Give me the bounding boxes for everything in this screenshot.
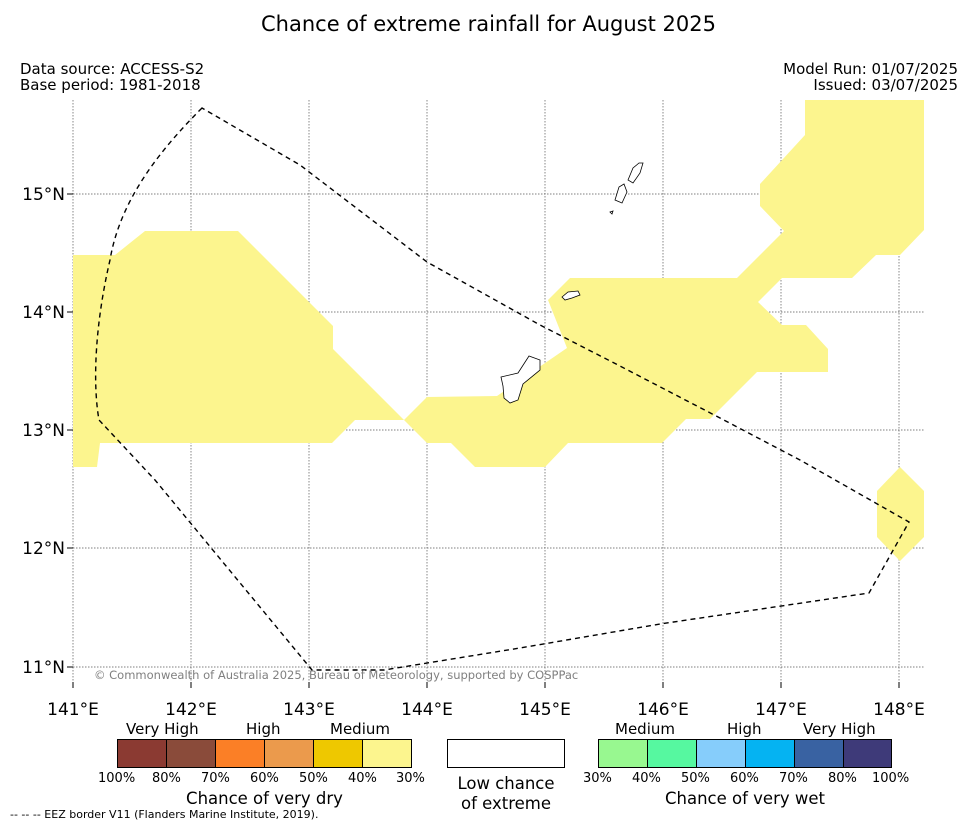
wet-swatch bbox=[795, 740, 844, 767]
dry-swatch bbox=[118, 740, 167, 767]
model-run-block: Model Run: 01/07/2025 Issued: 03/07/2025 bbox=[783, 61, 958, 93]
wet-high-label: High bbox=[727, 720, 762, 738]
lon-label: 142°E bbox=[165, 700, 217, 720]
low-chance-line2: of extreme bbox=[460, 794, 552, 813]
medium-chance-regions bbox=[73, 100, 924, 561]
west-medium-region bbox=[73, 231, 404, 467]
guam-outline bbox=[500, 355, 541, 404]
low-chance-line1: Low chance bbox=[457, 774, 555, 793]
wet-pct-label: 70% bbox=[779, 771, 808, 786]
wet-colorbar bbox=[598, 739, 892, 768]
dry-pct-label: 70% bbox=[201, 771, 230, 786]
dry-very-high-label: Very High bbox=[126, 720, 199, 738]
base-period-text: Base period: 1981-2018 bbox=[20, 76, 201, 94]
lat-label: 14°N bbox=[22, 303, 65, 323]
dry-pct-label: 80% bbox=[152, 771, 181, 786]
low-chance-swatch bbox=[447, 739, 565, 768]
lat-label: 15°N bbox=[22, 185, 65, 205]
east-medium-region bbox=[877, 467, 924, 561]
wet-pct-label: 100% bbox=[872, 771, 910, 786]
lon-label: 145°E bbox=[519, 700, 571, 720]
lat-label: 11°N bbox=[22, 658, 65, 678]
wet-pct-label: 80% bbox=[828, 771, 857, 786]
axis-ticks bbox=[67, 193, 900, 688]
rota-outline bbox=[561, 290, 581, 301]
data-source-block: Data source: ACCESS-S2 Base period: 1981… bbox=[20, 61, 204, 93]
dry-medium-label: Medium bbox=[330, 720, 390, 738]
wet-very-high-label: Very High bbox=[803, 720, 876, 738]
dry-pct-label: 100% bbox=[98, 771, 136, 786]
wet-medium-label: Medium bbox=[615, 720, 675, 738]
wet-pct-label: 30% bbox=[583, 771, 612, 786]
saipan-outline bbox=[614, 183, 628, 204]
dry-pct-label: 40% bbox=[348, 771, 377, 786]
anatahan-outline bbox=[627, 162, 644, 184]
dry-swatch bbox=[216, 740, 265, 767]
island-outlines bbox=[500, 162, 644, 404]
lon-label: 147°E bbox=[755, 700, 807, 720]
copyright-notice: © Commonwealth of Australia 2025, Bureau… bbox=[94, 668, 578, 682]
wet-swatch bbox=[697, 740, 746, 767]
small-islet-outline bbox=[609, 210, 614, 215]
lon-label: 144°E bbox=[401, 700, 453, 720]
wet-swatch bbox=[746, 740, 795, 767]
dry-colorbar bbox=[117, 739, 412, 768]
lat-label: 13°N bbox=[22, 421, 65, 441]
dry-swatch bbox=[314, 740, 363, 767]
central-medium-region bbox=[404, 100, 924, 467]
dry-legend-title: Chance of very dry bbox=[186, 789, 343, 808]
lon-label: 146°E bbox=[637, 700, 689, 720]
dry-swatch bbox=[363, 740, 411, 767]
wet-swatch bbox=[599, 740, 648, 767]
issued-text: Issued: 03/07/2025 bbox=[813, 76, 958, 94]
wet-legend-title: Chance of very wet bbox=[665, 789, 825, 808]
lon-label: 148°E bbox=[873, 700, 925, 720]
wet-swatch bbox=[844, 740, 891, 767]
wet-pct-label: 50% bbox=[681, 771, 710, 786]
wet-swatch bbox=[648, 740, 697, 767]
map-title: Chance of extreme rainfall for August 20… bbox=[261, 12, 716, 36]
dry-high-label: High bbox=[246, 720, 281, 738]
lon-label: 141°E bbox=[47, 700, 99, 720]
eez-border bbox=[94, 107, 910, 671]
data-source-text: Data source: ACCESS-S2 bbox=[20, 60, 205, 78]
model-run-text: Model Run: 01/07/2025 bbox=[783, 60, 958, 78]
dry-swatch bbox=[167, 740, 216, 767]
lon-label: 143°E bbox=[283, 700, 335, 720]
dry-pct-label: 50% bbox=[299, 771, 328, 786]
lat-label: 12°N bbox=[22, 539, 65, 559]
wet-pct-label: 40% bbox=[632, 771, 661, 786]
eez-footnote: -- -- -- EEZ border V11 (Flanders Marine… bbox=[10, 808, 319, 821]
low-chance-label: Low chance of extreme bbox=[447, 774, 565, 814]
dry-swatch bbox=[265, 740, 314, 767]
wet-pct-label: 60% bbox=[730, 771, 759, 786]
dry-pct-label: 30% bbox=[396, 771, 425, 786]
dry-pct-label: 60% bbox=[250, 771, 279, 786]
